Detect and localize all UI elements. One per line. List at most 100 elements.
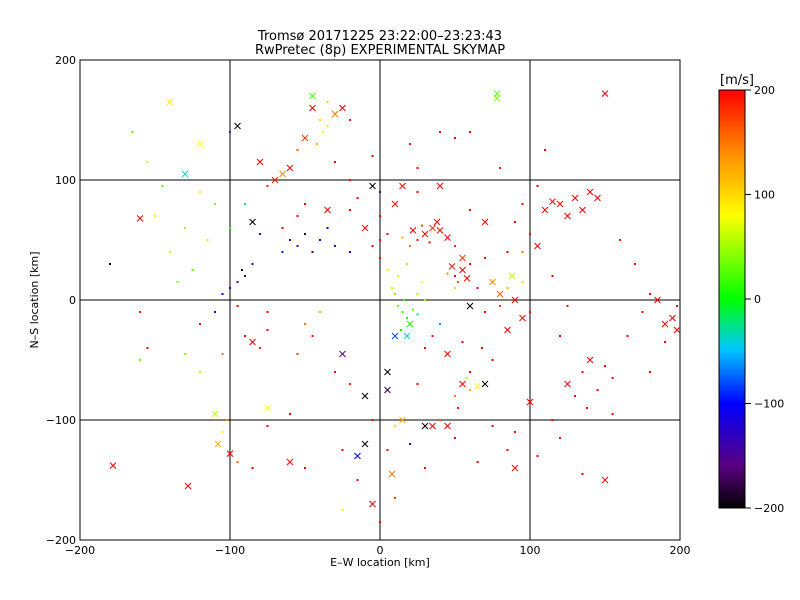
colorbar: [m/s] 200 100 0 −100 −200	[718, 73, 784, 515]
data-point-dot	[476, 461, 479, 463]
data-point-cross	[444, 350, 451, 358]
data-point-dot	[469, 263, 471, 265]
data-point-dot	[484, 257, 486, 259]
data-point-dot	[266, 311, 269, 313]
colorbar-gradient	[718, 89, 746, 509]
data-point-cross	[361, 392, 369, 400]
colorbar-tick-label: −100	[754, 398, 784, 411]
data-point-cross	[459, 380, 466, 388]
data-point-dot	[424, 299, 426, 301]
data-point-cross	[399, 416, 406, 424]
data-point-cross	[493, 90, 501, 97]
data-point-dot	[296, 353, 299, 355]
data-point-dot	[412, 308, 414, 311]
data-point-dot	[131, 131, 134, 133]
data-point-dot	[371, 155, 374, 157]
data-point-dot	[559, 335, 561, 337]
data-point-dot	[401, 311, 404, 313]
data-point-dot	[586, 407, 588, 409]
data-point-dot	[334, 371, 336, 373]
data-point-dot	[394, 293, 396, 295]
data-point-cross	[369, 182, 376, 190]
data-point-dot	[371, 245, 374, 247]
data-point-dot	[506, 449, 509, 451]
data-point-dot	[529, 233, 531, 235]
x-tick-label: −200	[65, 544, 95, 557]
data-point-dot	[349, 251, 351, 253]
data-point-dot	[379, 191, 381, 193]
data-point-cross	[403, 332, 411, 340]
data-point-dot	[469, 209, 471, 211]
data-point-dot	[611, 377, 614, 379]
data-point-dot	[664, 341, 666, 343]
data-point-cross	[339, 350, 346, 358]
x-tick-label: 100	[520, 544, 541, 557]
data-point-dot	[454, 137, 456, 139]
colorbar-unit: [m/s]	[720, 73, 754, 88]
data-point-dot	[454, 437, 456, 439]
data-point-dot	[206, 239, 209, 241]
data-point-cross	[391, 332, 399, 340]
data-point-cross	[556, 200, 564, 208]
data-point-dot	[394, 425, 396, 427]
data-point-dot	[403, 299, 405, 301]
data-point-dot	[379, 521, 381, 523]
y-tick-label: −200	[46, 534, 76, 547]
data-point-dot	[266, 185, 269, 187]
data-point-cross	[496, 290, 504, 298]
data-point-dot	[379, 215, 381, 217]
data-point-dot	[481, 347, 483, 349]
data-point-dot	[416, 239, 419, 241]
x-tick-label: 0	[377, 544, 384, 557]
data-point-dot	[446, 272, 449, 275]
colorbar-tick-label: −200	[754, 502, 784, 515]
x-tick-label: 200	[670, 544, 691, 557]
data-point-cross	[564, 380, 571, 388]
data-point-dot	[416, 293, 419, 295]
data-point-dot	[349, 383, 351, 385]
data-point-cross	[481, 380, 489, 388]
data-point-cross	[271, 176, 279, 184]
data-point-dot	[214, 203, 216, 205]
data-point-dot	[236, 305, 239, 307]
data-point-cross	[391, 200, 399, 208]
data-point-dot	[349, 179, 351, 181]
data-point-dot	[457, 281, 459, 283]
data-point-cross	[429, 422, 436, 430]
data-point-cross	[444, 234, 451, 241]
data-point-dot	[454, 395, 456, 397]
data-point-cross	[489, 278, 496, 286]
data-point-cross	[519, 314, 526, 322]
y-axis-label: N–S location [km]	[28, 251, 41, 348]
data-point-dot	[476, 287, 479, 289]
data-point-dot	[416, 167, 419, 169]
data-point-cross	[541, 206, 549, 214]
data-point-dot	[454, 287, 456, 289]
data-point-dot	[304, 467, 306, 469]
data-point-dot	[529, 311, 531, 313]
data-point-dot	[356, 479, 359, 481]
data-point-dot	[484, 311, 486, 313]
data-point-cross	[564, 212, 571, 220]
data-point-dot	[466, 377, 468, 379]
data-point-dot	[439, 323, 441, 325]
data-point-cross	[331, 110, 339, 118]
data-point-cross	[571, 194, 579, 202]
data-point-dot	[619, 239, 621, 241]
data-point-dot	[521, 203, 524, 205]
data-point-cross	[534, 242, 541, 250]
colorbar-tick-label: 100	[754, 189, 775, 202]
data-point-dot	[421, 224, 423, 227]
colorbar-tick-label: 0	[754, 293, 761, 306]
data-point-cross	[586, 188, 594, 196]
data-point-cross	[511, 296, 519, 304]
data-point-dot	[259, 233, 261, 235]
data-point-dot	[469, 371, 471, 373]
data-point-dot	[581, 473, 584, 475]
data-point-dot	[319, 119, 321, 121]
data-point-cross	[594, 194, 601, 202]
data-point-dot	[379, 239, 381, 241]
data-point-dot	[461, 341, 464, 343]
data-point-dot	[316, 143, 318, 145]
data-point-dot	[491, 359, 494, 361]
